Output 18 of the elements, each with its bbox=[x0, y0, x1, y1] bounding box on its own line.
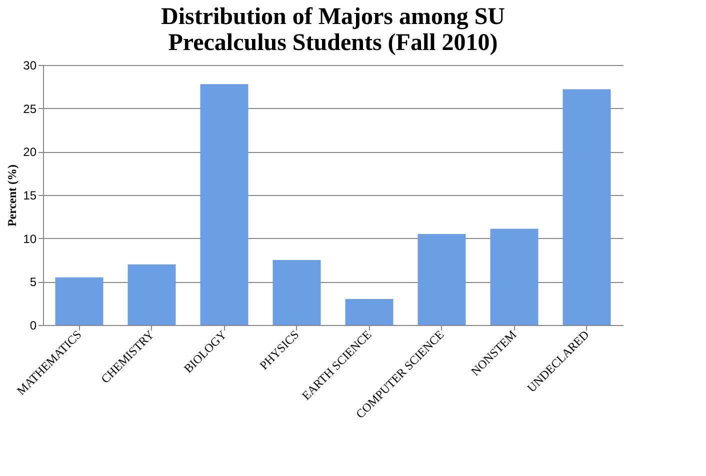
y-tick-label: 25 bbox=[23, 102, 37, 116]
y-tick-label: 15 bbox=[23, 188, 37, 202]
bar bbox=[128, 264, 176, 325]
y-tick-label: 30 bbox=[23, 58, 37, 72]
text: Precalculus Students (Fall 2010) bbox=[168, 30, 498, 56]
y-tick-label: 0 bbox=[30, 318, 37, 332]
y-tick-label: 20 bbox=[23, 145, 37, 160]
y-tick-label: 5 bbox=[30, 275, 37, 290]
bar bbox=[55, 277, 104, 325]
bar bbox=[272, 260, 321, 325]
text: Distribution of Majors among SU bbox=[160, 4, 506, 30]
bar bbox=[490, 228, 538, 325]
y-tick-label: 10 bbox=[23, 232, 37, 246]
bar bbox=[562, 89, 611, 325]
bar bbox=[345, 299, 394, 325]
bar bbox=[418, 234, 466, 325]
bar bbox=[200, 84, 248, 325]
y-axis-title: Percent (%) bbox=[5, 164, 20, 227]
